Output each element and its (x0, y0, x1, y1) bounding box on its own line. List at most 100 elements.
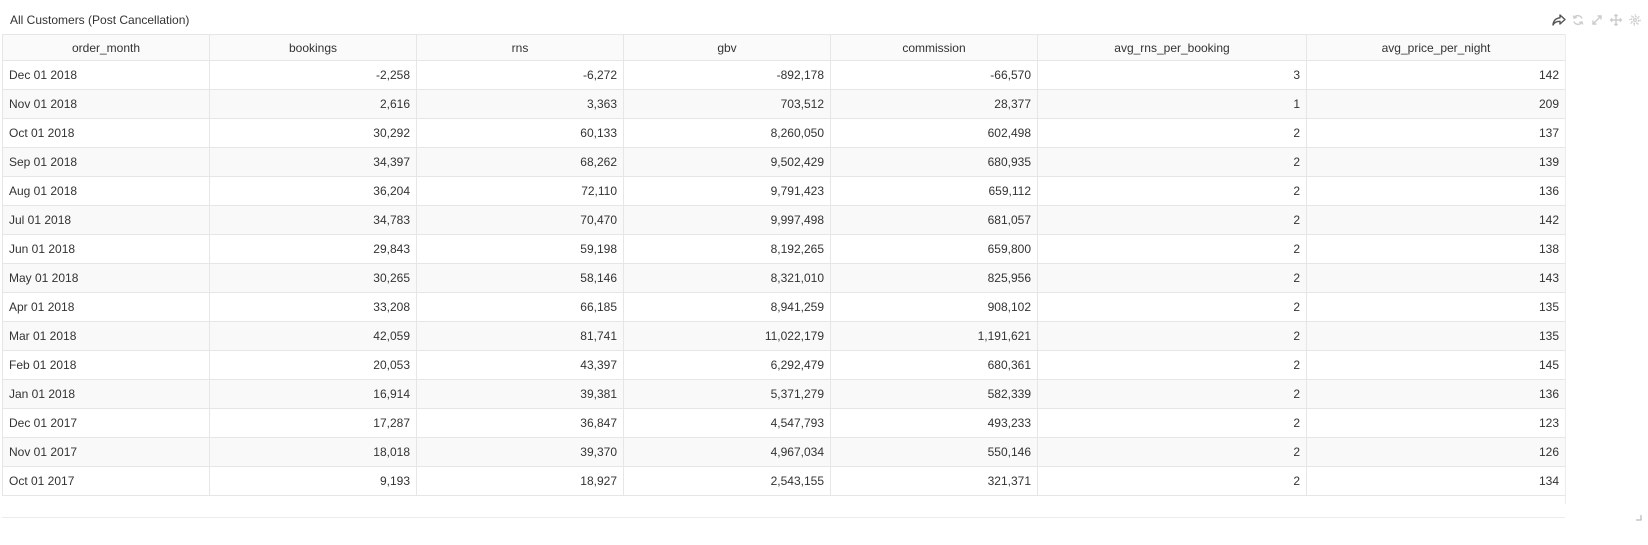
cell-gbv: 6,292,479 (623, 350, 831, 380)
table-row: May 01 2018 30,265 58,146 8,321,010 825,956 2… (2, 263, 1566, 293)
cell-avg-price-per-night: 142 (1306, 205, 1566, 235)
cell-gbv: 8,321,010 (623, 263, 831, 293)
cell-avg-rns-per-booking: 2 (1037, 379, 1307, 409)
cell-avg-price-per-night: 139 (1306, 147, 1566, 177)
cell-bookings: 33,208 (209, 292, 417, 322)
cell-order-month: Mar 01 2018 (2, 321, 210, 351)
cell-commission: 550,146 (830, 437, 1038, 467)
cell-bookings: 16,914 (209, 379, 417, 409)
column-header-commission[interactable]: commission (830, 34, 1038, 61)
cell-bookings: 36,204 (209, 176, 417, 206)
cell-gbv: 4,967,034 (623, 437, 831, 467)
cell-avg-rns-per-booking: 2 (1037, 408, 1307, 438)
cell-bookings: 17,287 (209, 408, 417, 438)
cell-order-month: Apr 01 2018 (2, 292, 210, 322)
cell-gbv: 8,260,050 (623, 118, 831, 148)
table-body: Dec 01 2018 -2,258 -6,272 -892,178 -66,570 3 1… (2, 60, 1566, 496)
expand-icon[interactable] (1590, 13, 1604, 27)
cell-order-month: Feb 01 2018 (2, 350, 210, 380)
cell-bookings: 2,616 (209, 89, 417, 119)
cell-avg-rns-per-booking: 2 (1037, 437, 1307, 467)
column-header-bookings[interactable]: bookings (209, 34, 417, 61)
refresh-icon[interactable] (1571, 13, 1585, 27)
cell-avg-rns-per-booking: 2 (1037, 118, 1307, 148)
cell-gbv: 8,192,265 (623, 234, 831, 264)
cell-commission: 321,371 (830, 466, 1038, 496)
table-row: Aug 01 2018 36,204 72,110 9,791,423 659,112 2… (2, 176, 1566, 206)
cell-gbv: 8,941,259 (623, 292, 831, 322)
cell-rns: 39,370 (416, 437, 624, 467)
cell-commission: 908,102 (830, 292, 1038, 322)
cell-commission: 1,191,621 (830, 321, 1038, 351)
cell-rns: 36,847 (416, 408, 624, 438)
panel-title: All Customers (Post Cancellation) (10, 13, 190, 27)
cell-rns: 68,262 (416, 147, 624, 177)
table-header-row: order_month bookings rns gbv commission … (2, 34, 1566, 61)
cell-avg-rns-per-booking: 2 (1037, 292, 1307, 322)
cell-avg-price-per-night: 136 (1306, 379, 1566, 409)
table-row: Jan 01 2018 16,914 39,381 5,371,279 582,339 2… (2, 379, 1566, 409)
table-row: Nov 01 2017 18,018 39,370 4,967,034 550,146 2… (2, 437, 1566, 467)
table-row: Dec 01 2018 -2,258 -6,272 -892,178 -66,570 3 1… (2, 60, 1566, 90)
column-header-rns[interactable]: rns (416, 34, 624, 61)
cell-commission: 659,112 (830, 176, 1038, 206)
column-header-order-month[interactable]: order_month (2, 34, 210, 61)
cell-order-month: Sep 01 2018 (2, 147, 210, 177)
cell-avg-rns-per-booking: 3 (1037, 60, 1307, 90)
table-row: Sep 01 2018 34,397 68,262 9,502,429 680,935 2… (2, 147, 1566, 177)
cell-avg-price-per-night: 126 (1306, 437, 1566, 467)
cell-commission: 602,498 (830, 118, 1038, 148)
cell-gbv: 703,512 (623, 89, 831, 119)
cell-gbv: 9,997,498 (623, 205, 831, 235)
cell-order-month: Oct 01 2018 (2, 118, 210, 148)
cell-bookings: 34,397 (209, 147, 417, 177)
cell-avg-rns-per-booking: 2 (1037, 350, 1307, 380)
cell-avg-price-per-night: 135 (1306, 321, 1566, 351)
cell-order-month: May 01 2018 (2, 263, 210, 293)
table-right-edge (1565, 34, 1566, 504)
cell-avg-price-per-night: 142 (1306, 60, 1566, 90)
table-row: Dec 01 2017 17,287 36,847 4,547,793 493,233 2… (2, 408, 1566, 438)
cell-rns: 60,133 (416, 118, 624, 148)
table-row: Jun 01 2018 29,843 59,198 8,192,265 659,800 2… (2, 234, 1566, 264)
column-header-avg-rns-per-booking[interactable]: avg_rns_per_booking (1037, 34, 1307, 61)
column-header-avg-price-per-night[interactable]: avg_price_per_night (1306, 34, 1566, 61)
cell-rns: 39,381 (416, 379, 624, 409)
cell-avg-price-per-night: 143 (1306, 263, 1566, 293)
cell-avg-price-per-night: 134 (1306, 466, 1566, 496)
panel-actions (1552, 12, 1642, 28)
cell-bookings: 29,843 (209, 234, 417, 264)
cell-order-month: Jun 01 2018 (2, 234, 210, 264)
cell-bookings: 18,018 (209, 437, 417, 467)
table-row: Oct 01 2018 30,292 60,133 8,260,050 602,498 2… (2, 118, 1566, 148)
cell-commission: 681,057 (830, 205, 1038, 235)
share-icon[interactable] (1552, 13, 1566, 27)
panel-header: All Customers (Post Cancellation) (0, 0, 1648, 36)
cell-rns: 66,185 (416, 292, 624, 322)
cell-bookings: 20,053 (209, 350, 417, 380)
cell-rns: 70,470 (416, 205, 624, 235)
cell-bookings: 42,059 (209, 321, 417, 351)
cell-avg-price-per-night: 209 (1306, 89, 1566, 119)
column-header-gbv[interactable]: gbv (623, 34, 831, 61)
cell-bookings: 34,783 (209, 205, 417, 235)
cell-avg-rns-per-booking: 2 (1037, 263, 1307, 293)
cell-gbv: 9,791,423 (623, 176, 831, 206)
move-icon[interactable] (1609, 13, 1623, 27)
cell-avg-rns-per-booking: 2 (1037, 147, 1307, 177)
cell-rns: 72,110 (416, 176, 624, 206)
cell-avg-price-per-night: 123 (1306, 408, 1566, 438)
cell-order-month: Jan 01 2018 (2, 379, 210, 409)
settings-icon[interactable] (1628, 13, 1642, 27)
cell-avg-rns-per-booking: 1 (1037, 89, 1307, 119)
cell-gbv: -892,178 (623, 60, 831, 90)
cell-commission: -66,570 (830, 60, 1038, 90)
cell-order-month: Dec 01 2017 (2, 408, 210, 438)
data-table-container: order_month bookings rns gbv commission … (2, 34, 1566, 496)
resize-handle-icon[interactable] (1634, 508, 1642, 521)
cell-gbv: 11,022,179 (623, 321, 831, 351)
cell-rns: 81,741 (416, 321, 624, 351)
cell-rns: 3,363 (416, 89, 624, 119)
cell-avg-rns-per-booking: 2 (1037, 466, 1307, 496)
